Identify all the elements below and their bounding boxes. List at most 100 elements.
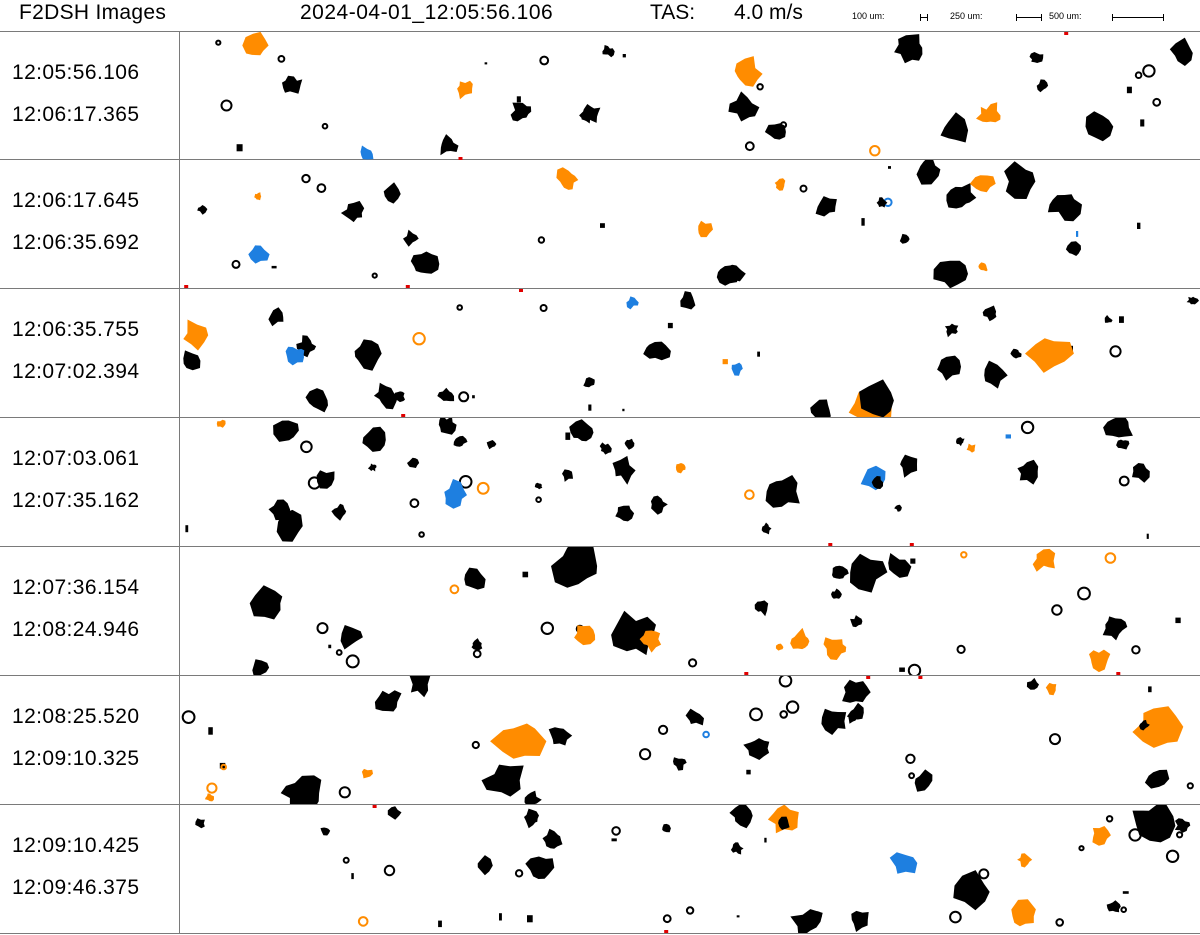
small-particle (1122, 891, 1129, 894)
ring-particle (231, 259, 241, 269)
ring-particle (1051, 604, 1063, 616)
particle-svg (181, 676, 1194, 804)
small-particle (1126, 86, 1132, 94)
particle-image-field (181, 805, 1200, 933)
particle-svg (185, 418, 1150, 546)
blob-particle (1065, 241, 1081, 256)
small-particle (208, 727, 213, 735)
ring-particle (611, 826, 621, 836)
blob-particle (978, 262, 988, 272)
ring-particle (476, 481, 490, 495)
blob-particle (242, 32, 269, 56)
blob-particle (730, 842, 744, 855)
ring-particle (449, 584, 460, 595)
blob-particle (562, 469, 573, 482)
blob-particle (778, 816, 790, 830)
ring-particle (301, 173, 311, 184)
blob-particle (254, 192, 262, 201)
ring-particle (907, 663, 922, 675)
particle-image-field (181, 289, 1200, 417)
blob-particle (1169, 37, 1193, 66)
probe-title: F2DSH Images (19, 1, 167, 24)
ring-particle (685, 906, 695, 915)
time-range: 12:09:10.425 12:09:46.375 (0, 805, 180, 933)
blob-particle (680, 291, 696, 310)
blob-particle (437, 387, 455, 402)
scale-bar-500um: 500 um: (1044, 10, 1169, 22)
blob-particle (615, 505, 635, 522)
blob-particle (1017, 459, 1039, 485)
ring-particle (321, 122, 329, 130)
blob-particle (723, 264, 746, 283)
ring-particle (357, 916, 369, 927)
ring-particle (409, 498, 420, 509)
ring-particle (335, 649, 343, 656)
ring-particle (471, 740, 480, 750)
ring-particle (1186, 782, 1194, 790)
small-particle (522, 571, 529, 578)
blob-particle (1174, 818, 1191, 833)
small-particle (438, 920, 442, 928)
blob-particle (1045, 682, 1057, 696)
ring-particle (307, 476, 321, 490)
blob-particle (361, 768, 373, 779)
blob-particle (1103, 418, 1133, 438)
ring-particle (1109, 345, 1122, 358)
blob-particle (340, 625, 363, 650)
blob-particle (1032, 548, 1056, 572)
small-particle (1146, 533, 1149, 539)
small-particle (236, 144, 243, 152)
ring-particle (1152, 97, 1162, 107)
blob-particle (743, 738, 770, 760)
small-particle (565, 432, 571, 440)
blob-particle (888, 553, 912, 578)
blob-particle (734, 56, 763, 87)
ring-particle (869, 145, 881, 157)
ring-particle (1142, 64, 1156, 78)
edge-marker (1064, 32, 1069, 35)
blob-particle (944, 323, 959, 338)
small-particle (861, 218, 865, 226)
tas-label: TAS: (650, 1, 696, 24)
blob-particle (320, 827, 331, 836)
blob-particle (976, 102, 1001, 123)
ring-particle (960, 551, 968, 559)
ring-particle (1055, 918, 1065, 927)
blob-particle (810, 399, 831, 417)
blob-particle (1017, 853, 1033, 868)
ring-particle (799, 184, 808, 193)
blob-particle (1085, 111, 1114, 142)
blob-particle (914, 769, 933, 792)
ring-particle (539, 55, 550, 66)
ring-particle (456, 304, 464, 311)
edge-marker (405, 285, 410, 288)
blob-particle (273, 420, 299, 442)
ring-particle (1104, 552, 1117, 564)
strip-start-time: 12:07:36.154 (12, 576, 140, 599)
blob-particle (510, 102, 532, 122)
edge-marker (458, 157, 463, 160)
blob-particle (409, 676, 431, 698)
strip-end-time: 12:09:46.375 (12, 876, 140, 899)
scale-bar-label: 100 um: (852, 11, 885, 21)
blob-particle (410, 251, 440, 274)
blob-particle (626, 296, 639, 310)
image-strip-6: 12:08:25.520 12:09:10.325 (0, 676, 1200, 805)
ring-particle (978, 868, 990, 880)
edge-marker (519, 289, 523, 292)
edge-marker (401, 414, 406, 417)
blob-particle (871, 476, 884, 489)
ring-particle (220, 99, 233, 112)
ring-particle (540, 621, 554, 636)
strip-end-time: 12:07:35.162 (12, 489, 140, 512)
ring-particle (1165, 849, 1180, 863)
blob-particle (815, 196, 837, 217)
ring-particle (662, 914, 672, 924)
blob-particle (574, 625, 596, 646)
time-range: 12:07:03.061 12:07:35.162 (0, 418, 180, 546)
ring-particle (908, 772, 915, 780)
strip-end-time: 12:08:24.946 (12, 618, 140, 641)
particle-svg (195, 805, 1191, 933)
ring-particle (658, 724, 669, 736)
blob-particle (821, 708, 847, 735)
